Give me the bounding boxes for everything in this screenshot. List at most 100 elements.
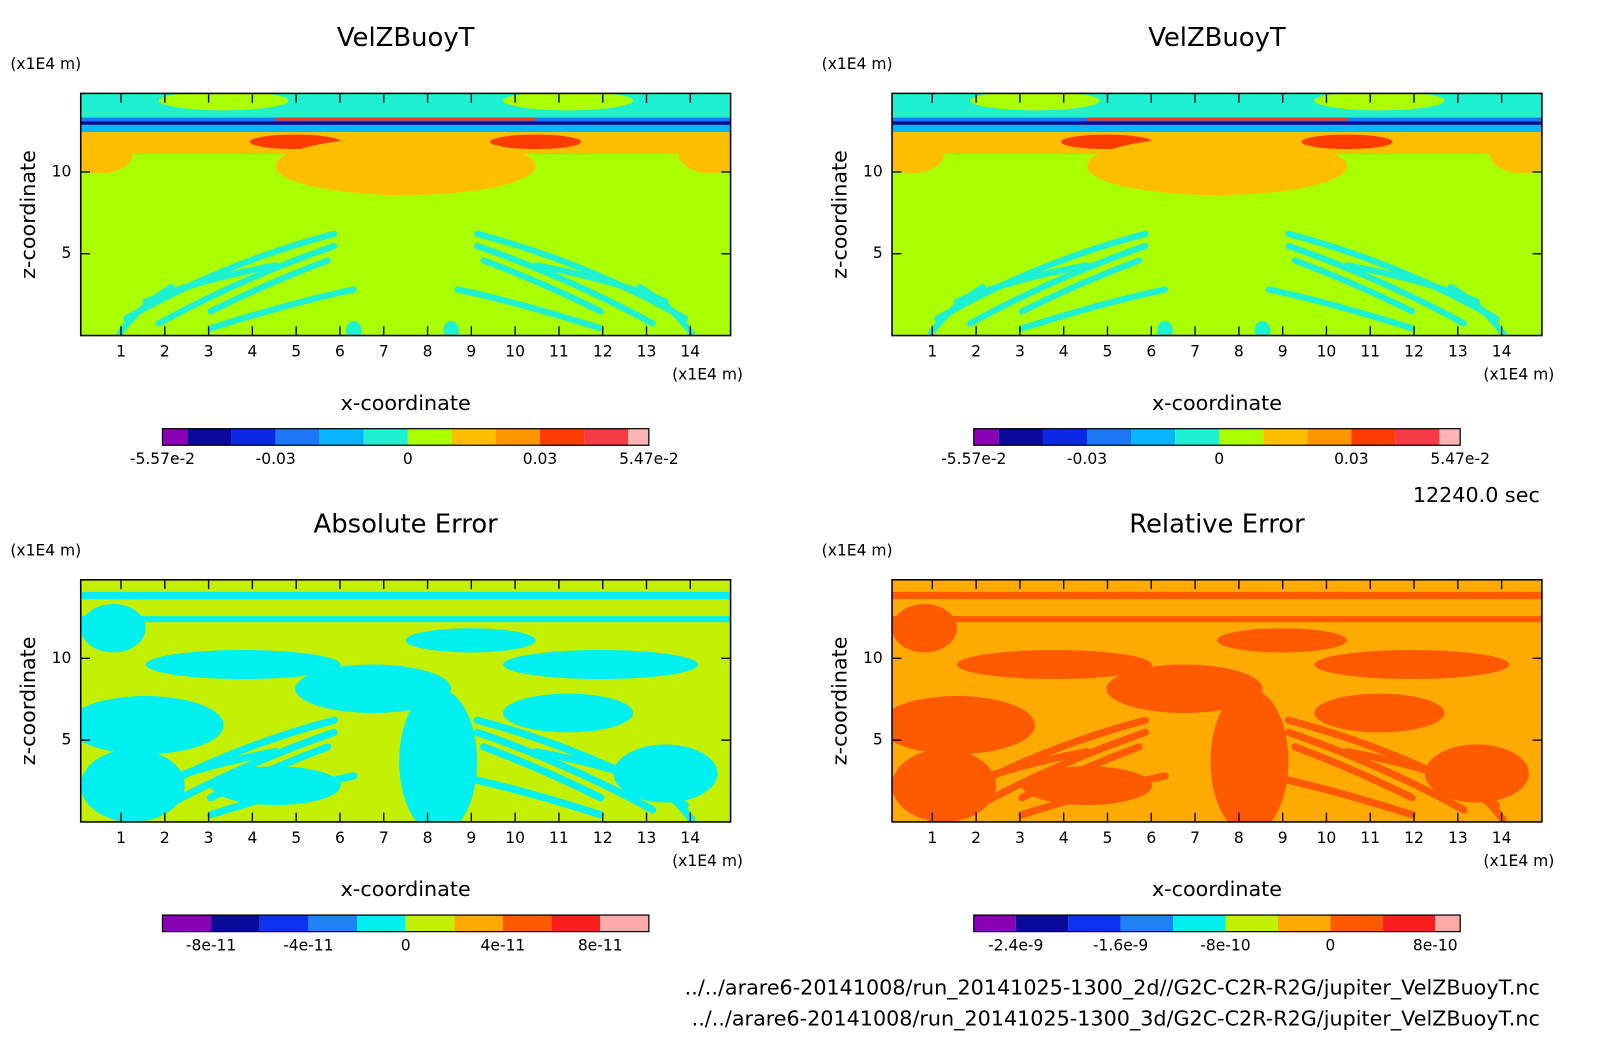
x-tick-label: 1 [927,829,937,847]
contour-streak [1265,286,1416,332]
contour-region [503,650,699,680]
colorbar-tick-label: -4e-11 [283,937,333,955]
colorbar-segment [1120,915,1174,932]
y-axis-label: z-coordinate [827,637,851,766]
colorbar-tick-label: 0 [1214,450,1224,468]
y-axis-label: z-coordinate [16,150,40,279]
contour-streak [636,284,695,336]
colorbar-segment [211,915,260,932]
colorbar-segment [1330,915,1383,932]
contour-region [1254,321,1271,336]
x-tick-label: 3 [1015,343,1025,361]
contour-streak [116,769,176,822]
contour-region [1086,117,1347,121]
x-tick-label: 14 [1492,829,1512,847]
x-tick-label: 4 [1059,343,1069,361]
contour-streak [1291,743,1416,802]
colorbar-segment [451,428,496,446]
x-tick-label: 3 [204,829,214,847]
x-tick-label: 13 [637,829,657,847]
colorbar-segment [275,428,320,446]
y-unit: (x1E4 m) [822,55,893,73]
contour-region [1086,136,1347,196]
contour-region [80,112,731,121]
y-unit: (x1E4 m) [822,541,893,559]
contour-region [80,121,731,125]
plot-frame [891,579,1543,823]
colorbar-segment [1307,428,1352,446]
contour-streak [1447,769,1507,822]
x-tick-label: 6 [335,343,345,361]
colorbar-segment [308,915,358,932]
contour-region [405,628,536,653]
x-tick-label: 14 [680,343,700,361]
contour-streak [635,769,696,822]
contour-field [80,579,731,822]
contour-streak [454,772,605,819]
x-tick-label: 10 [1317,343,1337,361]
x-tick-label: 7 [379,343,389,361]
contour-region [503,93,634,111]
colorbar-segment [998,428,1043,446]
plot-frame [79,579,732,823]
plot-frame [891,92,1543,337]
contour-region [1301,134,1393,150]
contour-streak [480,257,604,315]
colorbar-segment [1263,428,1308,446]
colorbar-segment [973,428,999,446]
x-unit: (x1E4 m) [672,852,743,870]
contour-streak [207,286,357,332]
contour-streak [1447,284,1507,336]
colorbar-segment [1439,428,1461,446]
colorbar-frame [973,914,1461,933]
contour-region [892,696,1035,755]
colorbar-tick-label: 5.47e-2 [619,450,679,468]
colorbar-tick-label: 0 [1325,937,1335,955]
x-tick-label: 5 [291,343,301,361]
contour-region [80,616,731,623]
x-tick-label: 6 [335,829,345,847]
contour-region [1314,93,1445,111]
contour-region [678,134,731,174]
contour-streak [966,728,1150,814]
colorbar-segment [973,915,1016,932]
colorbar-segment [502,915,552,932]
x-tick-label: 10 [505,829,525,847]
colorbar-segment [1395,428,1440,446]
x-tick-label: 13 [1448,343,1468,361]
contour-region [443,321,459,336]
contour-region [210,766,341,805]
colorbar-segment [1015,915,1069,932]
x-tick-label: 9 [466,829,476,847]
contour-streak [966,242,1149,327]
panel-title: VelZBuoyT [337,23,475,53]
colorbar-segment [540,428,585,446]
contour-region [1106,664,1263,713]
colorbar-segment [600,915,649,932]
x-tick-label: 12 [1404,343,1424,361]
colorbar-segment [259,915,309,932]
colorbar-segment [1277,915,1331,932]
colorbar-tick-label: -8e-11 [186,937,236,955]
x-axis-label: x-coordinate [1152,391,1282,415]
contour-region [80,124,731,133]
colorbar-segment [1068,915,1121,932]
colorbar-segment [1351,428,1396,446]
panel-title: Relative Error [1129,509,1305,539]
colorbar-tick-label: 5.47e-2 [1430,450,1490,468]
x-tick-label: 4 [1059,829,1069,847]
contour-streak [207,743,332,802]
contour-region [275,117,536,121]
contour-region [1210,688,1289,822]
contour-streak [1284,728,1468,814]
contour-region [892,603,958,653]
colorbar-tick-label: -2.4e-9 [988,937,1043,955]
contour-region [892,591,1542,600]
y-tick-label: 5 [873,244,883,262]
x-tick-label: 4 [247,829,257,847]
contour-streak [207,257,331,315]
x-tick-label: 11 [1360,343,1380,361]
contour-region [1424,744,1529,803]
